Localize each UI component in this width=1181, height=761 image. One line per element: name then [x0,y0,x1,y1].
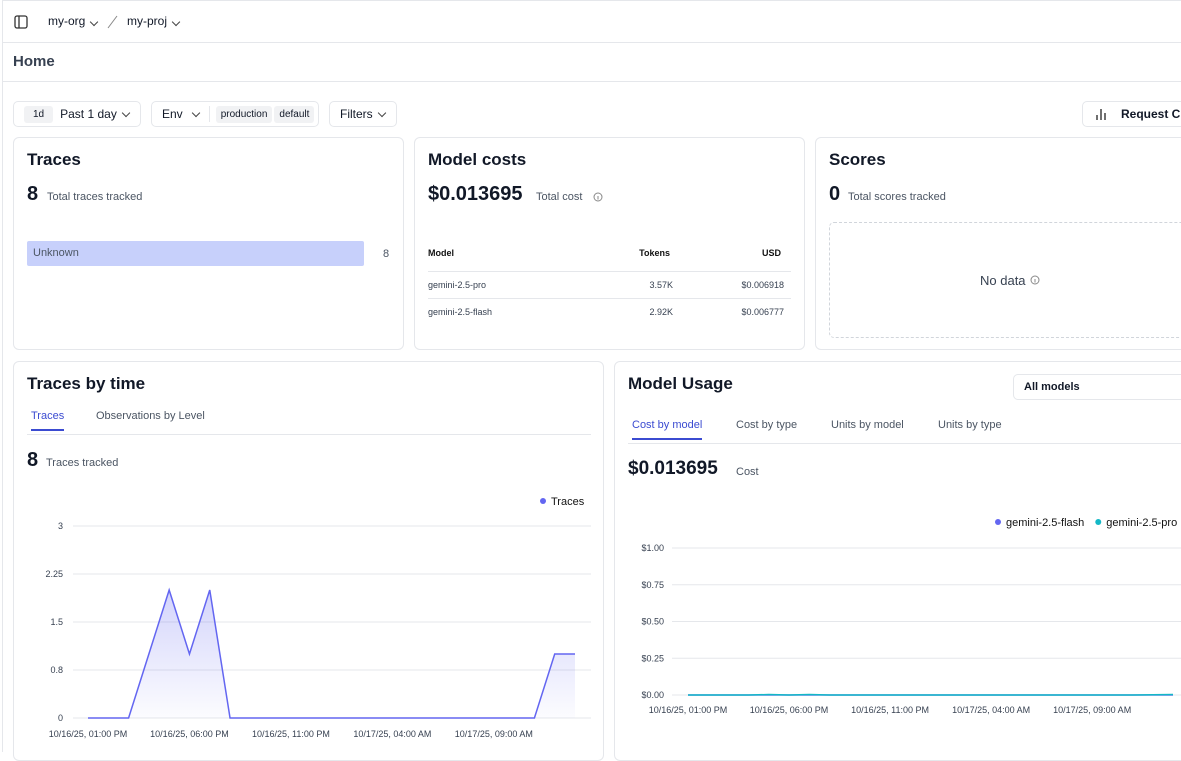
scores-card: Scores 0 Total scores tracked No data [815,137,1181,350]
card-title: Model Usage [628,374,733,394]
page-header [2,42,1181,82]
card-title: Model costs [428,150,526,170]
chevron [90,18,98,26]
select-label: All models [1024,381,1080,393]
env-label: Env [162,107,183,121]
total: 0 [829,183,840,206]
tab[interactable]: Cost by model [632,419,702,440]
info-icon [1030,275,1040,285]
total-label: Total scores tracked [848,191,946,203]
bar-value: 8 [383,248,389,260]
tab-bar: Traces Observations by Level [27,410,591,435]
total: $0.013695 [628,458,718,480]
total-label: Total traces tracked [47,191,142,203]
tab[interactable]: Units by type [938,419,1002,431]
chart-icon [1095,107,1109,121]
cell: gemini-2.5-pro [428,280,486,290]
env-value: default [274,106,314,123]
cell: $0.006777 [741,307,784,317]
card-title: Traces [27,150,81,170]
chevron [377,108,385,116]
project-name: my-proj [127,14,167,28]
cell: 2.92K [649,307,673,317]
separator [107,15,119,29]
traces-card: Traces 8 Total traces tracked Unknown 8 [13,137,404,350]
total: $0.013695 [428,183,523,206]
traces-by-time-card: Traces by time Traces Observations by Le… [13,361,604,761]
row-divider [428,271,791,272]
range-badge: 1d [24,106,53,123]
filters-button[interactable]: Filters [329,101,397,127]
empty-text: No data [980,273,1026,288]
request-chart-label: Request Chart [1121,107,1181,121]
range-label: Past 1 day [60,107,117,121]
total-label: Cost [736,466,759,478]
org-name: my-org [48,14,85,28]
tab-bar: Cost by model Cost by type Units by mode… [628,419,1181,444]
model-costs-card: Model costs $0.013695 Total cost Model T… [414,137,805,350]
sidebar-toggle[interactable] [14,15,28,29]
model-select[interactable]: All models [1013,374,1181,400]
total-label: Traces tracked [46,457,118,469]
cell: $0.006918 [741,280,784,290]
model-usage-card: Model Usage All models Cost by model Cos… [614,361,1181,761]
filters-label: Filters [340,107,373,121]
bar: Unknown [27,241,364,266]
total: 8 [27,449,38,472]
divider [209,106,210,122]
bar-track: Unknown [27,241,364,266]
tab[interactable]: Observations by Level [96,410,205,422]
date-range[interactable]: 1d Past 1 day [13,101,141,127]
bar-label: Unknown [33,247,79,259]
project-switcher[interactable]: my-proj [127,14,179,28]
table-header: Tokens [639,248,670,258]
page-border [2,0,3,752]
tab[interactable]: Traces [31,410,64,431]
cell: gemini-2.5-flash [428,307,492,317]
card-title: Traces by time [27,374,145,394]
card-title: Scores [829,150,886,170]
page-title: Home [13,53,55,70]
info-icon [593,192,603,202]
empty-state: No data [829,222,1181,338]
cell: 3.57K [649,280,673,290]
total-label: Total cost [536,191,582,203]
org-switcher[interactable]: my-org [48,14,97,28]
chevron [172,18,180,26]
chevron [122,108,130,116]
tab[interactable]: Cost by type [736,419,797,431]
total: 8 [27,183,38,206]
request-chart-button[interactable]: Request Chart [1082,101,1181,127]
env-value: production [216,106,273,123]
row-divider [428,298,791,299]
table-header: Model [428,248,454,258]
env-filter[interactable]: Env production default [151,101,319,127]
tab[interactable]: Units by model [831,419,904,431]
table-header: USD [762,248,781,258]
chevron [191,108,199,116]
